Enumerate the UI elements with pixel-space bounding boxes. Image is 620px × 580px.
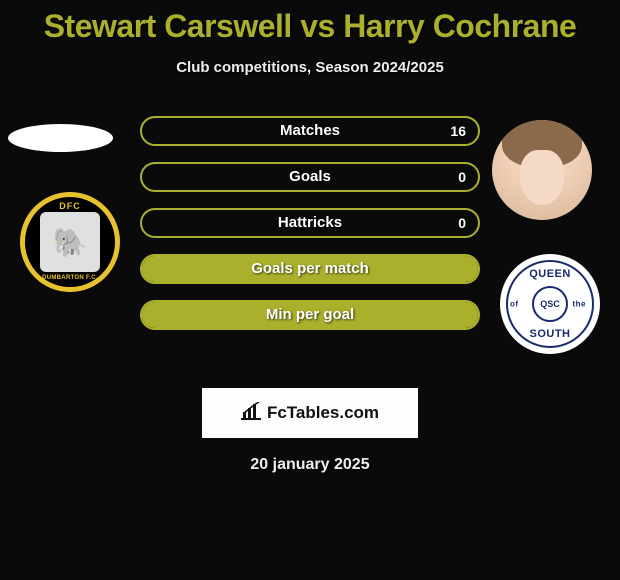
date-label: 20 january 2025	[0, 456, 620, 474]
elephant-icon: 🐘	[40, 212, 100, 272]
stat-row: Hattricks0	[140, 208, 480, 238]
player-right-club-badge: QUEEN of QSC the SOUTH	[500, 254, 600, 354]
player-right-avatar	[492, 120, 592, 220]
stats-list: Matches16Goals0Hattricks0Goals per match…	[140, 116, 480, 346]
club-left-abbr: DFC	[59, 201, 81, 211]
stat-row: Matches16	[140, 116, 480, 146]
stat-row: Goals per match	[140, 254, 480, 284]
stat-right-value: 0	[458, 210, 466, 236]
avatar-face-shape	[520, 150, 564, 205]
stat-row: Goals0	[140, 162, 480, 192]
stat-label: Matches	[142, 118, 478, 144]
club-left-name: DUMBARTON F.C.	[42, 275, 98, 281]
stat-right-value: 0	[458, 164, 466, 190]
watermark: FcTables.com	[202, 388, 418, 438]
stat-label: Hattricks	[142, 210, 478, 236]
page-title: Stewart Carswell vs Harry Cochrane	[0, 8, 620, 45]
stat-label: Min per goal	[142, 302, 478, 328]
chart-icon	[241, 402, 261, 425]
club-right-text-right: the	[573, 300, 587, 309]
stat-label: Goals per match	[142, 256, 478, 282]
stat-right-value: 16	[450, 118, 466, 144]
comparison-panel: DFC 🐘 DUMBARTON F.C. Matches16Goals0Hatt…	[0, 116, 620, 376]
stat-label: Goals	[142, 164, 478, 190]
club-right-text-left: of	[510, 300, 519, 309]
watermark-text: FcTables.com	[267, 403, 379, 423]
player-left-club-badge: DFC 🐘 DUMBARTON F.C.	[20, 192, 120, 292]
stat-row: Min per goal	[140, 300, 480, 330]
club-right-text-bottom: SOUTH	[530, 328, 571, 340]
club-right-text-top: QUEEN	[529, 268, 571, 280]
avatar-placeholder-icon	[8, 124, 113, 152]
subtitle: Club competitions, Season 2024/2025	[0, 59, 620, 76]
club-right-center: QSC	[532, 286, 568, 322]
